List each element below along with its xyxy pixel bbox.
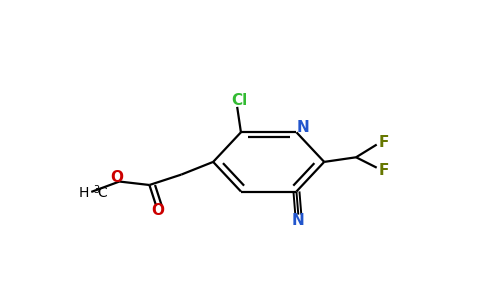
Text: O: O [110,170,123,185]
Text: F: F [378,135,389,150]
Text: N: N [297,120,310,135]
Text: H: H [79,186,90,200]
Text: F: F [378,163,389,178]
Text: O: O [151,203,165,218]
Text: Cl: Cl [231,93,247,108]
Text: 3: 3 [93,185,99,195]
Text: C: C [97,186,107,200]
Text: N: N [292,213,305,228]
